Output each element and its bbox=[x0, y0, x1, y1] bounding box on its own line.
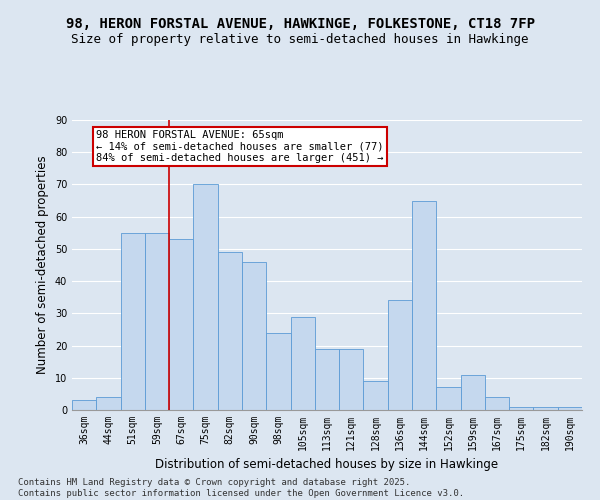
Bar bbox=[558, 407, 582, 410]
Bar bbox=[339, 349, 364, 410]
Bar bbox=[242, 262, 266, 410]
Bar bbox=[412, 200, 436, 410]
Text: Contains HM Land Registry data © Crown copyright and database right 2025.
Contai: Contains HM Land Registry data © Crown c… bbox=[18, 478, 464, 498]
Y-axis label: Number of semi-detached properties: Number of semi-detached properties bbox=[36, 156, 49, 374]
Bar bbox=[290, 316, 315, 410]
Bar bbox=[509, 407, 533, 410]
Bar bbox=[485, 397, 509, 410]
Bar bbox=[72, 400, 96, 410]
Bar bbox=[388, 300, 412, 410]
Bar bbox=[461, 374, 485, 410]
X-axis label: Distribution of semi-detached houses by size in Hawkinge: Distribution of semi-detached houses by … bbox=[155, 458, 499, 471]
Text: 98 HERON FORSTAL AVENUE: 65sqm
← 14% of semi-detached houses are smaller (77)
84: 98 HERON FORSTAL AVENUE: 65sqm ← 14% of … bbox=[96, 130, 384, 163]
Bar bbox=[145, 233, 169, 410]
Bar bbox=[436, 388, 461, 410]
Bar bbox=[266, 332, 290, 410]
Bar bbox=[533, 407, 558, 410]
Bar bbox=[364, 381, 388, 410]
Text: Size of property relative to semi-detached houses in Hawkinge: Size of property relative to semi-detach… bbox=[71, 32, 529, 46]
Text: 98, HERON FORSTAL AVENUE, HAWKINGE, FOLKESTONE, CT18 7FP: 98, HERON FORSTAL AVENUE, HAWKINGE, FOLK… bbox=[65, 18, 535, 32]
Bar bbox=[121, 233, 145, 410]
Bar bbox=[96, 397, 121, 410]
Bar bbox=[193, 184, 218, 410]
Bar bbox=[169, 239, 193, 410]
Bar bbox=[218, 252, 242, 410]
Bar bbox=[315, 349, 339, 410]
